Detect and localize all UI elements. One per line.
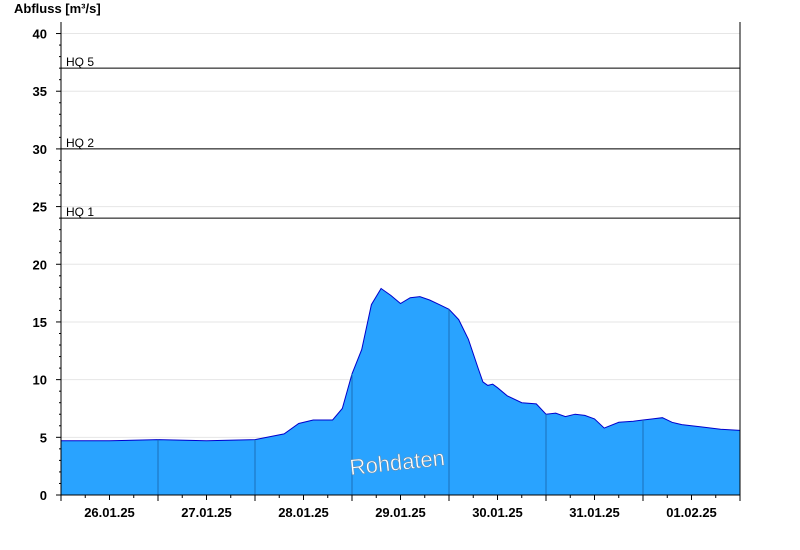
x-tick-label-5: 31.01.25	[569, 505, 620, 520]
y-axis-label: Abfluss [m³/s]	[14, 1, 101, 16]
y-tick-label-15: 15	[33, 315, 47, 330]
discharge-area	[61, 288, 740, 495]
x-tick-label-0: 26.01.25	[84, 505, 135, 520]
y-tick-label-10: 10	[33, 373, 47, 388]
x-tick-label-1: 27.01.25	[181, 505, 232, 520]
x-tick-label-6: 01.02.25	[666, 505, 717, 520]
y-tick-label-5: 5	[40, 430, 47, 445]
threshold-label-hq-1: HQ 1	[66, 205, 94, 219]
y-tick-label-30: 30	[33, 142, 47, 157]
x-tick-label-2: 28.01.25	[278, 505, 329, 520]
threshold-label-hq-2: HQ 2	[66, 136, 94, 150]
y-tick-label-25: 25	[33, 200, 47, 215]
y-tick-label-40: 40	[33, 27, 47, 42]
y-tick-label-0: 0	[40, 488, 47, 503]
day-divider-layer	[157, 309, 644, 495]
threshold-layer: HQ 1 HQ 2 HQ 5	[61, 55, 740, 219]
x-tick-label-4: 30.01.25	[472, 505, 523, 520]
axis-layer: 0 5 10 15 20 25 30 35 40 26.01.25 27.01.25 28.01.25…	[33, 22, 741, 520]
threshold-label-hq-5: HQ 5	[66, 55, 94, 69]
x-tick-label-3: 29.01.25	[375, 505, 426, 520]
area-layer	[61, 287, 741, 495]
discharge-line	[61, 287, 741, 442]
y-tick-label-35: 35	[33, 84, 47, 99]
y-tick-label-20: 20	[33, 257, 47, 272]
